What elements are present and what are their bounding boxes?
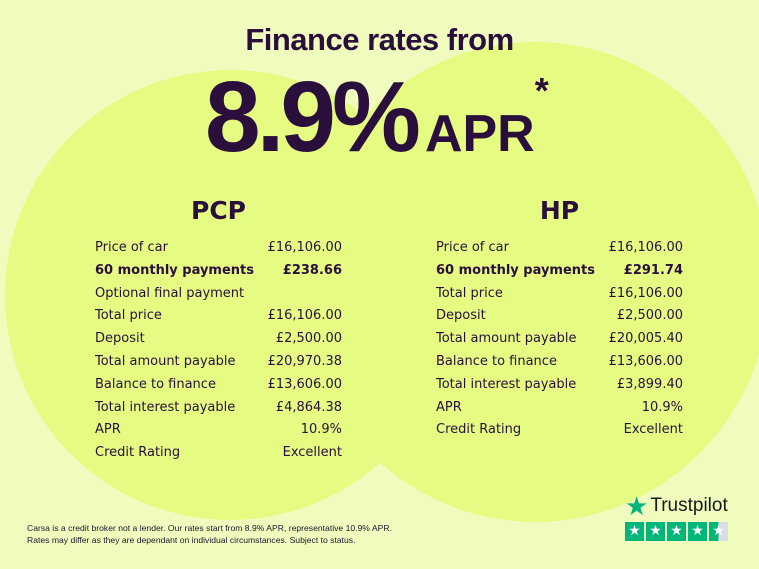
table-row: Credit Rating Excellent [436,419,683,442]
row-label: Credit Rating [95,445,181,461]
row-label: Balance to finance [95,376,216,392]
table-row: Price of car £16,106.00 [436,237,683,260]
rate-apr-label: APR [424,105,535,163]
asterisk: * [534,70,549,111]
row-value: £2,500.00 [275,331,342,347]
table-row: Balance to finance £13,606.00 [95,374,342,397]
disclaimer-line-1: Carsa is a credit broker not a lender. O… [27,523,392,533]
table-row: Price of car £16,106.00 [95,237,342,260]
row-value: £16,106.00 [267,240,342,255]
row-value: £16,106.00 [267,308,342,324]
star-icon: ★ [709,522,728,541]
headline: Finance rates from [245,22,514,57]
row-value: £3,899.40 [616,376,683,392]
row-label: APR [95,422,121,438]
row-label: Total price [436,285,503,301]
row-value: £238.66 [282,262,342,278]
table-row: Total amount payable £20,005.40 [436,328,683,351]
pcp-table: PCP Price of car £16,106.00 60 monthly pay… [95,196,342,465]
table-row: Total price £16,106.00 [436,283,683,306]
row-value: 10.9% [300,422,342,438]
star-icon: ★ [625,491,649,521]
table-row: Deposit £2,500.00 [95,328,342,351]
table-row: APR 10.9% [436,397,683,420]
row-value: £16,106.00 [608,285,683,301]
star-icon: ★ [646,522,665,541]
rate-display: 8.9% APR* [205,60,549,175]
row-label: Total amount payable [436,331,577,347]
row-label: APR [436,399,462,415]
row-label: Total interest payable [436,376,577,392]
row-label: Total amount payable [95,353,236,369]
row-value: £20,970.38 [267,353,342,369]
trustpilot-badge[interactable]: ★ Trustpilot ★ ★ ★ ★ ★ [625,491,728,541]
row-label: Credit Rating [436,422,522,438]
row-label: Price of car [436,240,509,255]
table-row: 60 monthly payments £238.66 [95,260,342,283]
table-row: Balance to finance £13,606.00 [436,351,683,374]
hp-table: HP Price of car £16,106.00 60 monthly paym… [436,196,683,442]
table-row: APR 10.9% [95,419,342,442]
table-row: Credit Rating Excellent [95,442,342,465]
table-row: Total interest payable £4,864.38 [95,397,342,420]
row-label: 60 monthly payments [436,262,595,278]
table-row: Optional final payment [95,283,342,306]
row-value: £291.74 [623,262,683,278]
table-row: Total price £16,106.00 [95,305,342,328]
background-circle-right [300,42,759,522]
table-row: Total interest payable £3,899.40 [436,374,683,397]
rate-value: 8.9% [205,61,421,173]
star-icon: ★ [688,522,707,541]
hp-title: HP [539,196,580,225]
row-value: Excellent [623,422,683,438]
trustpilot-logo: ★ Trustpilot [625,491,728,521]
trustpilot-rating: ★ ★ ★ ★ ★ [625,522,728,541]
row-label: Deposit [95,331,145,347]
row-label: Total interest payable [95,399,236,415]
table-row: Total amount payable £20,970.38 [95,351,342,374]
star-icon: ★ [625,522,644,541]
disclaimer: Carsa is a credit broker not a lender. O… [27,522,392,546]
table-row: 60 monthly payments £291.74 [436,260,683,283]
table-row: Deposit £2,500.00 [436,305,683,328]
row-value: £4,864.38 [275,399,342,415]
row-label: Total price [95,308,162,324]
pcp-title: PCP [191,196,246,225]
star-icon: ★ [667,522,686,541]
row-value: £2,500.00 [616,308,683,324]
row-value: 10.9% [641,399,683,415]
row-label: Price of car [95,240,168,255]
row-value: £13,606.00 [608,353,683,369]
row-value: £13,606.00 [267,376,342,392]
row-label: Optional final payment [95,285,245,301]
row-value: £16,106.00 [608,240,683,255]
disclaimer-line-2: Rates may differ as they are dependant o… [27,535,356,545]
row-label: 60 monthly payments [95,262,254,278]
row-label: Deposit [436,308,486,324]
row-value: Excellent [282,445,342,461]
row-label: Balance to finance [436,353,557,369]
row-value: £20,005.40 [608,331,683,347]
